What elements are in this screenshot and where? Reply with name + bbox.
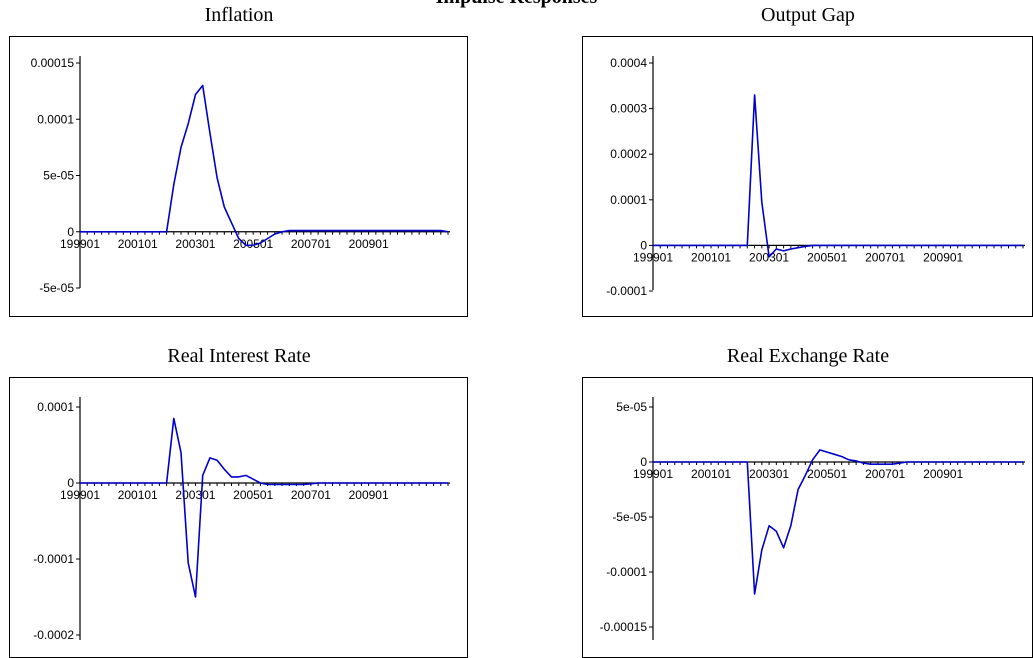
y-tick-label: -0.0001 (33, 552, 74, 566)
y-tick-label: 5e-05 (43, 169, 74, 183)
series-line (80, 417, 448, 598)
x-tick-label: 200301 (749, 467, 789, 481)
y-tick-label: -0.0001 (606, 565, 647, 579)
chart-title-real-interest-rate: Real Interest Rate (167, 345, 311, 367)
y-tick-label: 0.0004 (610, 56, 647, 70)
y-tick-label: -0.0001 (606, 284, 647, 298)
x-tick-label: 200901 (923, 467, 963, 481)
x-tick-label: 200701 (291, 488, 331, 502)
y-tick-label: 0 (67, 476, 74, 490)
y-tick-label: 0.0002 (610, 147, 647, 161)
y-tick-label: 0.0001 (610, 193, 647, 207)
y-tick-label: 0.00015 (31, 56, 75, 70)
chart-real-interest-rate: 0.0001 0 -0.0001 -0.0002 199901 200101 200301 2… (9, 377, 468, 658)
x-tick-label: 200501 (807, 250, 847, 264)
y-tick-label: 5e-05 (616, 400, 647, 414)
y-tick-label: 0 (640, 238, 647, 252)
y-tick-label: 0.0001 (37, 400, 74, 414)
x-tick-label: 199901 (633, 250, 673, 264)
x-tick-label: 200901 (349, 237, 389, 251)
x-tick-label: 200101 (118, 237, 158, 251)
y-tick-label: 0 (67, 225, 74, 239)
y-tick-label: -5e-05 (39, 281, 74, 295)
chart-title-inflation: Inflation (204, 4, 274, 26)
x-tick-label: 200901 (923, 250, 963, 264)
x-tick-label: 200701 (291, 237, 331, 251)
x-tick-label: 199901 (633, 467, 673, 481)
y-tick-label: 0.0003 (610, 102, 647, 116)
series-line (653, 449, 1023, 595)
x-tick-label: 200301 (175, 237, 215, 251)
x-tick-label: 200301 (175, 488, 215, 502)
series-line (653, 94, 1023, 258)
x-tick-label: 200901 (349, 488, 389, 502)
x-tick-label: 200101 (691, 250, 731, 264)
y-tick-label: 0.0001 (37, 112, 74, 126)
x-tick-label: 200501 (233, 488, 273, 502)
x-tick-label: 199901 (60, 488, 100, 502)
chart-frame (9, 36, 468, 317)
y-tick-label: -0.0002 (33, 628, 74, 642)
y-tick-label: -5e-05 (612, 510, 647, 524)
series-line (80, 84, 449, 247)
chart-title-real-exchange-rate: Real Exchange Rate (726, 345, 890, 367)
chart-title-output-gap: Output Gap (761, 4, 855, 26)
x-tick-label: 199901 (60, 237, 100, 251)
y-tick-label: 0 (640, 455, 647, 469)
x-tick-label: 200101 (691, 467, 731, 481)
x-tick-label: 200701 (865, 467, 905, 481)
chart-output-gap: 0.0004 0.0003 0.0002 0.0001 0 -0.0001 199901 20… (582, 36, 1033, 317)
page-title: Impulse Responses (0, 0, 1033, 9)
chart-inflation: 0.00015 0.0001 5e-05 0 -5e-05 199901 200101 200… (9, 36, 468, 317)
x-tick-label: 200701 (865, 250, 905, 264)
y-tick-label: -0.00015 (600, 620, 648, 634)
x-tick-label: 200101 (118, 488, 158, 502)
x-tick-label: 200501 (807, 467, 847, 481)
